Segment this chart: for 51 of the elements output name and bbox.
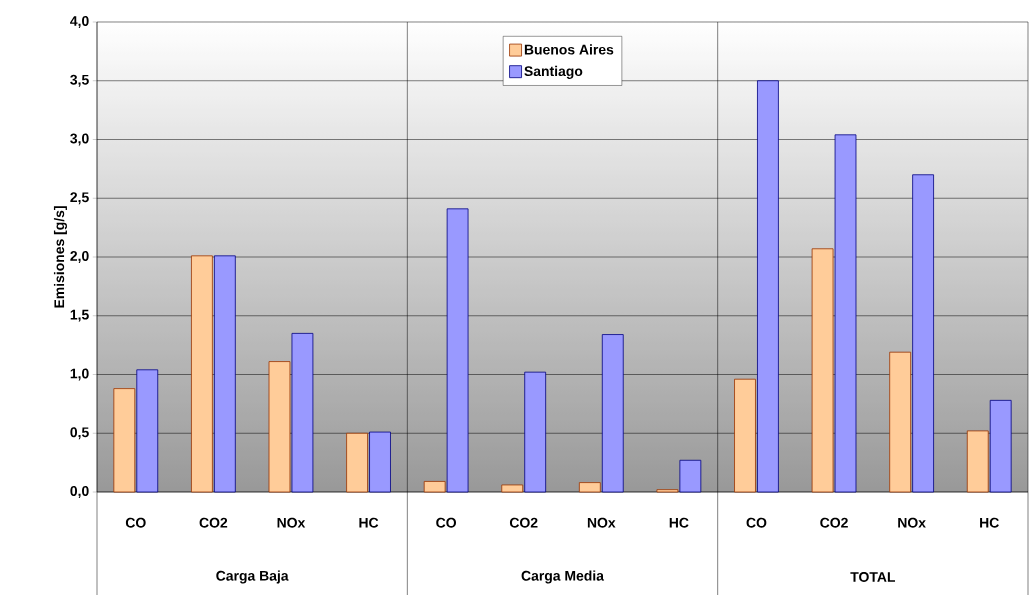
x-tick-label: CO <box>436 517 456 528</box>
x-tick-label: HC <box>669 517 689 528</box>
bar <box>369 431 391 493</box>
text: Carga Media <box>521 570 605 584</box>
bar <box>912 174 934 493</box>
bar <box>291 332 314 493</box>
bar <box>989 399 1012 493</box>
y-tick-label: 3,5 <box>70 74 89 87</box>
bar <box>601 334 624 493</box>
bar <box>501 484 524 493</box>
x-tick-label: HC <box>980 517 999 528</box>
legend-label: Santiago <box>524 65 583 79</box>
bar <box>136 369 159 493</box>
bar <box>757 80 779 493</box>
y-tick-label: 4,0 <box>70 16 89 28</box>
text: TOTAL <box>850 572 896 582</box>
y-tick-label: 1,0 <box>70 368 89 381</box>
x-tick-label: NOx <box>587 517 616 528</box>
legend-label: Buenos Aires <box>524 44 614 55</box>
bar <box>213 255 236 493</box>
x-tick-label: CO2 <box>509 517 538 528</box>
y-tick-label: 1,5 <box>70 309 89 322</box>
x-tick-label: NOx <box>898 517 926 528</box>
bar <box>811 248 834 493</box>
y-tick-label: 2,0 <box>70 251 89 263</box>
bar <box>191 255 213 493</box>
text: Carga Baja <box>216 570 289 584</box>
bar <box>679 459 702 493</box>
y-tick-label: 0,0 <box>70 486 89 498</box>
bar <box>423 481 446 493</box>
bar <box>734 378 756 493</box>
x-tick-label: CO2 <box>820 517 848 528</box>
x-tick-label: CO <box>746 517 767 528</box>
y-axis-title: Emisiones [g/s] <box>53 206 67 308</box>
bar <box>656 489 679 493</box>
bar <box>524 371 547 493</box>
bar <box>889 351 912 493</box>
x-tick-label: HC <box>359 517 379 528</box>
bar <box>346 432 368 493</box>
x-tick-label: NOx <box>277 517 306 528</box>
x-tick-label: CO2 <box>199 517 228 528</box>
x-tick-label: CO <box>125 517 146 528</box>
bar <box>268 361 291 493</box>
bar <box>966 430 989 493</box>
bar <box>578 482 601 493</box>
y-tick-label: 2,5 <box>70 192 89 205</box>
bar <box>834 134 857 493</box>
bar <box>113 388 136 493</box>
y-tick-label: 3,0 <box>70 133 89 146</box>
y-tick-label: 0,5 <box>70 427 89 440</box>
bar <box>446 208 469 493</box>
